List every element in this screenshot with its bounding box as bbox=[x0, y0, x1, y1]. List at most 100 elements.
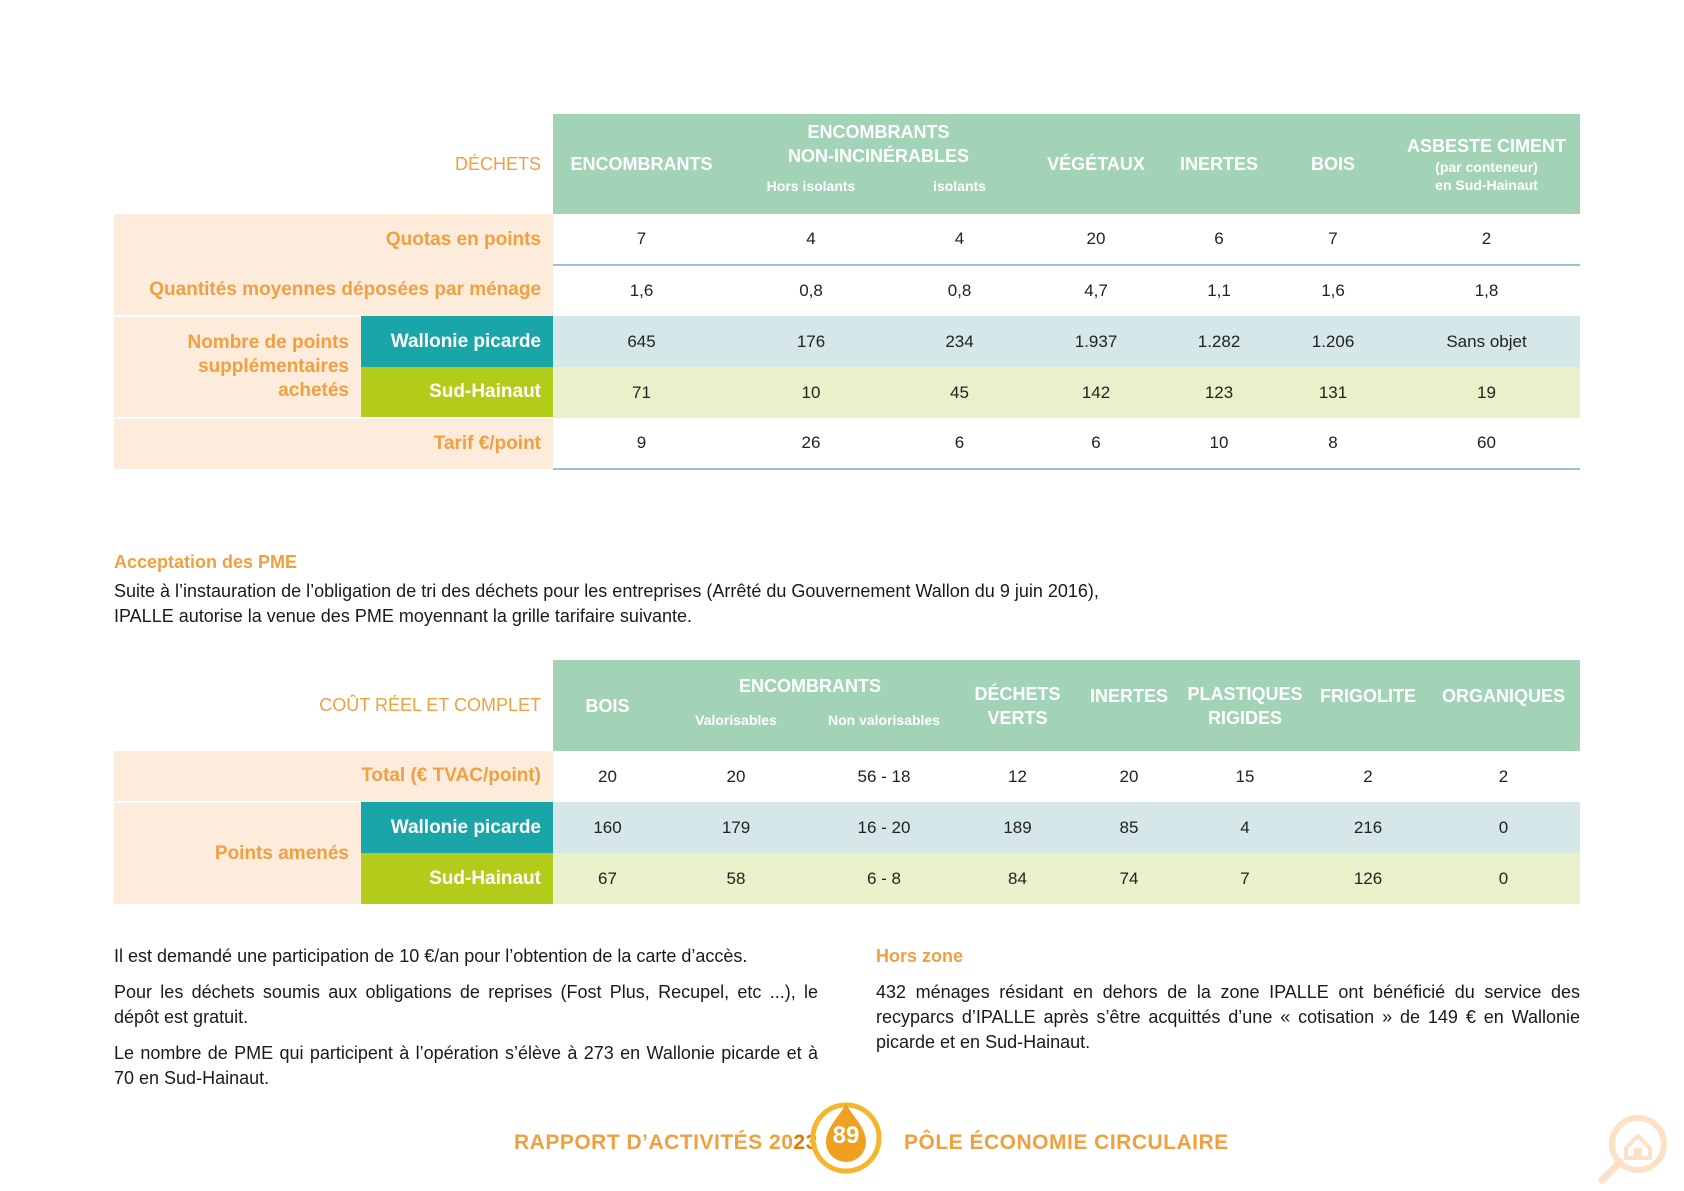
sub-hors-isolants: Hors isolants bbox=[766, 178, 856, 194]
header-frigolite: FRIGOLITE bbox=[1309, 660, 1427, 751]
cell: 26 bbox=[730, 418, 893, 470]
row-quotas: Quotas en points 7 4 4 20 6 7 2 bbox=[114, 214, 1581, 266]
header-dechets-verts: DÉCHETS VERTS bbox=[958, 660, 1077, 751]
cell: 19 bbox=[1393, 367, 1581, 418]
cell: 160 bbox=[553, 802, 662, 853]
cell: 10 bbox=[730, 367, 893, 418]
sub-isolants: isolants bbox=[933, 178, 986, 194]
cell: 123 bbox=[1165, 367, 1274, 418]
cell: 4,7 bbox=[1084, 281, 1108, 300]
cell: 4 bbox=[892, 214, 1028, 266]
row-label: Tarif €/point bbox=[114, 417, 554, 469]
page-number: 89 bbox=[832, 1122, 860, 1149]
page-number-badge: 89 bbox=[808, 1098, 884, 1174]
cell: 60 bbox=[1393, 418, 1581, 470]
row-label-points: Points amenés bbox=[114, 801, 361, 904]
header-bois: BOIS bbox=[1273, 114, 1394, 214]
cell: 9 bbox=[553, 418, 731, 470]
cell: 7 bbox=[1181, 853, 1309, 904]
table-corner-label: COÛT RÉEL ET COMPLET bbox=[114, 660, 553, 751]
header-bois: BOIS bbox=[553, 660, 662, 751]
row-sud: Sud-Hainaut 71 10 45 142 123 131 19 bbox=[114, 367, 1581, 418]
header-vegetaux: VÉGÉTAUX bbox=[1027, 114, 1166, 214]
cell: 15 bbox=[1235, 766, 1255, 786]
cell: 45 bbox=[892, 367, 1028, 418]
header-inertes: INERTES bbox=[1077, 660, 1181, 751]
row-label: Total (€ TVAC/point) bbox=[114, 751, 553, 802]
paragraph: Pour les déchets soumis aux obligations … bbox=[114, 982, 818, 1027]
cell: 2 bbox=[1363, 766, 1373, 786]
header-non-incinerables: ENCOMBRANTS NON-INCINÉRABLES Hors isolan… bbox=[730, 114, 1028, 214]
region-wallonie: Wallonie picarde bbox=[361, 802, 553, 853]
cell: 6 bbox=[1165, 214, 1274, 266]
row-wallonie: Points amenés Wallonie picarde 160 179 1… bbox=[114, 801, 1580, 904]
cell: 20 bbox=[1119, 766, 1139, 786]
cell: 189 bbox=[958, 802, 1077, 853]
header-inertes: INERTES bbox=[1165, 114, 1274, 214]
region-wallonie: Wallonie picarde bbox=[361, 316, 554, 367]
cell: 4 bbox=[730, 214, 893, 266]
footer-report-title: RAPPORT D’ACTIVITÉS 2023 bbox=[514, 1131, 818, 1154]
cell: Sans objet bbox=[1393, 316, 1581, 367]
drop-icon bbox=[810, 1102, 882, 1174]
header-organiques: ORGANIQUES bbox=[1427, 660, 1580, 751]
table-corner-label: DÉCHETS bbox=[114, 114, 554, 214]
paragraph: 432 ménages résidant en dehors de la zon… bbox=[876, 982, 1580, 1052]
cell: 1.937 bbox=[1027, 316, 1166, 367]
cell: 179 bbox=[662, 802, 810, 853]
cell: 0,8 bbox=[799, 281, 823, 300]
header-encombrants: ENCOMBRANTS bbox=[553, 114, 731, 214]
cell: 0 bbox=[1427, 802, 1580, 853]
cell: 67 bbox=[553, 853, 662, 904]
quotas-table: DÉCHETS ENCOMBRANTS ENCOMBRANTS NON-INCI… bbox=[114, 114, 1581, 470]
row-total: Total (€ TVAC/point) 20 20 56 - 18 12 20… bbox=[114, 751, 1580, 802]
paragraph: Il est demandé une participation de 10 €… bbox=[114, 946, 748, 966]
pme-tariff-table: COÛT RÉEL ET COMPLET BOIS ENCOMBRANTS Va… bbox=[114, 660, 1580, 904]
cell: 6 bbox=[1027, 418, 1166, 470]
cell: 142 bbox=[1027, 367, 1166, 418]
cell: 645 bbox=[553, 316, 731, 367]
cell: 176 bbox=[730, 316, 893, 367]
cell: 216 bbox=[1309, 802, 1427, 853]
cell: 0,8 bbox=[947, 281, 972, 300]
row-sud: Sud-Hainaut 67 58 6 - 8 84 74 7 126 0 bbox=[114, 853, 1580, 904]
cell: 56 - 18 bbox=[857, 766, 911, 786]
cell: 8 bbox=[1273, 418, 1394, 470]
right-text-column: Hors zone 432 ménages résidant en dehors… bbox=[876, 944, 1580, 1055]
cell: 126 bbox=[1309, 853, 1427, 904]
cell: 20 bbox=[598, 766, 617, 786]
row-tarif: Tarif €/point 9 26 6 6 10 8 60 bbox=[114, 417, 1581, 470]
cell: 71 bbox=[553, 367, 731, 418]
row-label-points: Nombre de points supplémentaires achetés bbox=[114, 315, 361, 418]
cell: 1,1 bbox=[1207, 281, 1231, 300]
sub-valorisables: Valorisables bbox=[695, 712, 777, 728]
row-wallonie: Nombre de points supplémentaires achetés… bbox=[114, 315, 1581, 418]
header-asbeste: ASBESTE CIMENT (par conteneur) en Sud-Ha… bbox=[1393, 114, 1581, 214]
footer-section-title: PÔLE ÉCONOMIE CIRCULAIRE bbox=[904, 1131, 1229, 1154]
header-plastiques: PLASTIQUES RIGIDES bbox=[1181, 660, 1309, 751]
region-sud: Sud-Hainaut bbox=[361, 367, 554, 418]
cell: 58 bbox=[662, 853, 810, 904]
magnifier-house-icon[interactable] bbox=[1594, 1110, 1670, 1186]
cell: 85 bbox=[1077, 802, 1181, 853]
cell: 6 - 8 bbox=[810, 853, 958, 904]
cell: 12 bbox=[1008, 766, 1027, 786]
cell: 10 bbox=[1165, 418, 1274, 470]
left-text-column: Il est demandé une participation de 10 €… bbox=[114, 944, 818, 1091]
header-encombrants: ENCOMBRANTS Valorisables Non valorisable… bbox=[662, 660, 958, 751]
row-quantites: Quantités moyennes déposées par ménage 1… bbox=[114, 265, 1580, 316]
cell: 4 bbox=[1181, 802, 1309, 853]
cell: 7 bbox=[1273, 214, 1394, 266]
cell: 1.206 bbox=[1273, 316, 1394, 367]
hors-zone-title: Hors zone bbox=[876, 946, 964, 966]
cell: 1,6 bbox=[1321, 281, 1345, 300]
cell: 0 bbox=[1427, 853, 1580, 904]
cell: 6 bbox=[892, 418, 1028, 470]
cell: 84 bbox=[958, 853, 1077, 904]
cell: 1,8 bbox=[1474, 281, 1499, 300]
cell: 1.282 bbox=[1165, 316, 1274, 367]
cell: 20 bbox=[726, 766, 746, 786]
pme-intro: Suite à l’instauration de l’obligation d… bbox=[114, 581, 1099, 626]
cell: 2 bbox=[1498, 766, 1509, 786]
cell: 20 bbox=[1027, 214, 1166, 266]
